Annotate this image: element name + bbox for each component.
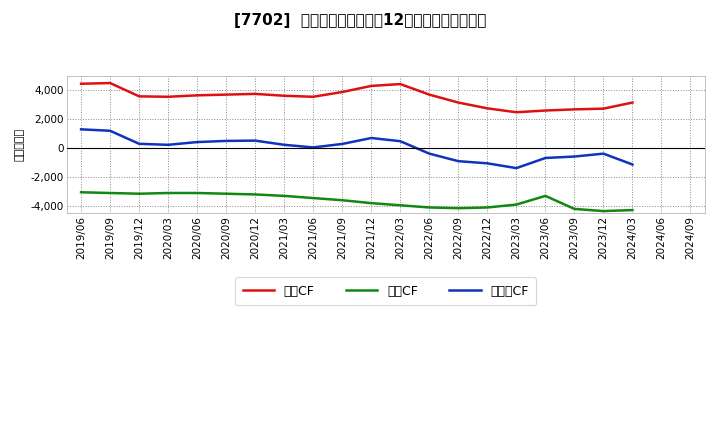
投資CF [541,193,549,198]
投資CF [425,205,433,210]
フリーCF [135,141,143,147]
フリーCF [396,139,405,144]
フリーCF [251,138,259,143]
営業CF [454,100,463,105]
フリーCF [164,142,173,147]
営業CF [396,81,405,87]
フリーCF [106,128,114,133]
フリーCF [570,154,579,159]
フリーCF [338,141,346,147]
投資CF [164,191,173,196]
営業CF [251,91,259,96]
フリーCF [541,155,549,161]
投資CF [599,209,608,214]
営業CF [483,106,492,111]
フリーCF [367,136,376,141]
投資CF [396,203,405,208]
フリーCF [483,161,492,166]
フリーCF [512,165,521,171]
フリーCF [222,138,230,143]
投資CF [454,205,463,211]
フリーCF [628,162,636,167]
フリーCF [454,158,463,164]
営業CF [628,100,636,105]
投資CF [367,201,376,206]
投資CF [251,192,259,197]
Line: 営業CF: 営業CF [81,83,632,112]
Line: 投資CF: 投資CF [81,192,632,211]
フリーCF [425,151,433,156]
営業CF [193,93,202,98]
投資CF [570,206,579,212]
フリーCF [77,127,86,132]
営業CF [309,94,318,99]
フリーCF [280,142,289,147]
営業CF [77,81,86,86]
Legend: 営業CF, 投資CF, フリーCF: 営業CF, 投資CF, フリーCF [235,277,536,305]
営業CF [338,89,346,95]
投資CF [193,191,202,196]
投資CF [628,207,636,213]
営業CF [425,92,433,97]
投資CF [280,193,289,198]
営業CF [222,92,230,97]
営業CF [106,81,114,86]
投資CF [106,191,114,196]
営業CF [570,107,579,112]
フリーCF [309,145,318,150]
営業CF [135,94,143,99]
営業CF [541,108,549,113]
投資CF [483,205,492,210]
投資CF [135,191,143,196]
Y-axis label: （百万円）: （百万円） [15,128,25,161]
Text: [7702]  キャッシュフローの12か月移動合計の推移: [7702] キャッシュフローの12か月移動合計の推移 [234,13,486,28]
投資CF [309,195,318,201]
フリーCF [193,139,202,145]
営業CF [599,106,608,111]
フリーCF [599,151,608,156]
営業CF [164,94,173,99]
投資CF [222,191,230,196]
投資CF [338,198,346,203]
Line: フリーCF: フリーCF [81,129,632,168]
営業CF [367,83,376,88]
投資CF [512,202,521,207]
営業CF [512,110,521,115]
営業CF [280,93,289,99]
投資CF [77,190,86,195]
